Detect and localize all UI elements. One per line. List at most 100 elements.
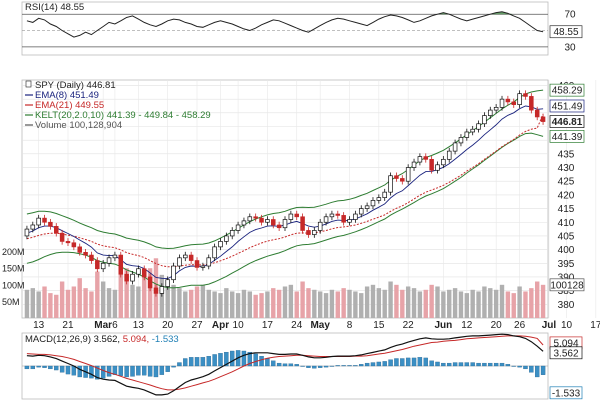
volume-bar (452, 288, 458, 318)
candle-body (382, 191, 387, 198)
macd-histogram-bar (458, 362, 464, 367)
candle-body (317, 221, 323, 231)
volume-bar (224, 288, 229, 318)
macd-label-part: 5.094, (120, 334, 149, 345)
candle-body (517, 93, 522, 105)
volume-bar (417, 291, 423, 318)
macd-signal-line (26, 335, 544, 391)
candle-body (153, 287, 159, 294)
candle-body (36, 217, 41, 226)
macd-histogram-bar (359, 364, 364, 367)
candle-body (493, 107, 499, 111)
volume-bar (106, 288, 112, 318)
candle-body (294, 213, 299, 218)
volume-bar (130, 284, 135, 318)
volume-bar (341, 288, 346, 318)
candle-body (529, 96, 534, 111)
macd-histogram-bar (411, 357, 417, 367)
macd-histogram-bar (523, 365, 528, 370)
macd-histogram-bar (417, 357, 423, 367)
volume-bar (282, 286, 288, 318)
x-tick-label: 21 (62, 320, 74, 331)
candle-body (259, 217, 264, 223)
volume-bar (95, 271, 100, 318)
candle-body (48, 221, 53, 227)
volume-bar (470, 289, 475, 318)
volume-bar (265, 291, 270, 318)
x-tick-label: Mar (94, 320, 112, 331)
candle-body (347, 219, 352, 223)
candle-body (83, 251, 88, 256)
macd-histogram-bar (183, 358, 188, 367)
macd-legend: MACD(12,26,9) 3.562, 5.094, -1.533 (25, 334, 179, 345)
price-tick-label: 420 (558, 190, 575, 201)
candle-body (488, 109, 493, 116)
macd-histogram-bar (165, 365, 170, 372)
volume-bar (100, 281, 106, 318)
price-tick-label: 405 (558, 231, 575, 242)
x-tick-label: 17 (590, 320, 600, 331)
candle-body (30, 224, 36, 230)
volume-bar (441, 291, 446, 318)
macd-histogram-bar (177, 362, 182, 367)
volume-bar (171, 284, 176, 318)
candle-body (423, 156, 429, 160)
volume-bar (423, 289, 428, 318)
candle-body (271, 219, 276, 226)
candle-body (476, 123, 481, 130)
price-tick-label: 380 (558, 300, 575, 311)
volume-bar (112, 289, 118, 318)
candle-body (112, 254, 118, 259)
volume-bar (241, 289, 247, 318)
x-tick-label: 15 (373, 320, 385, 331)
volume-bar (317, 291, 323, 318)
x-tick-label: 26 (514, 320, 526, 331)
keltner-lower-line (26, 132, 544, 289)
macd-histogram-bar (30, 365, 36, 370)
volume-bar (511, 293, 516, 318)
macd-histogram-bar (452, 362, 458, 367)
candle-body (435, 164, 440, 171)
volume-bar (306, 288, 311, 318)
candle-body (323, 216, 329, 223)
volume-bar (71, 286, 77, 318)
legend-entry: EMA(8) 451.49 (35, 90, 99, 101)
candle-body (241, 220, 247, 226)
macd-histogram-bar (200, 357, 206, 367)
macd-histogram-bar (400, 358, 405, 367)
macd-panel: MACD(12,26,9) 3.562, 5.094, -1.533 5.094… (21, 332, 583, 400)
candle-body (224, 235, 229, 242)
volume-bar (48, 293, 53, 318)
candle-body (288, 213, 294, 220)
rsi-value-box (549, 25, 583, 39)
macd-value-label: -1.533 (552, 388, 581, 399)
macd-histogram-bar (112, 365, 118, 375)
volume-bar (65, 289, 71, 318)
macd-histogram-bar (153, 365, 159, 378)
price-tick-label: 395 (558, 259, 575, 270)
macd-histogram-bar (48, 365, 53, 370)
macd-histogram-bar (529, 365, 534, 373)
volume-bar (329, 289, 335, 318)
volume-bar (271, 288, 276, 318)
candle-body (523, 93, 528, 97)
candle-body (106, 257, 112, 264)
price-value-box (549, 130, 585, 143)
legend-swatch (25, 80, 32, 88)
macd-histogram-bar (306, 365, 311, 368)
macd-histogram-bar (511, 365, 516, 367)
volume-bar (505, 291, 511, 318)
x-tick-label: 27 (191, 320, 203, 331)
x-tick-label: 17 (262, 320, 274, 331)
macd-histogram-bar (118, 365, 123, 376)
volume-bar (447, 289, 452, 318)
macd-histogram-bar (353, 365, 358, 367)
volume-bar (183, 291, 188, 318)
candle-body (534, 109, 540, 118)
volume-bar (376, 288, 382, 318)
macd-histogram-bar (77, 365, 82, 378)
macd-histogram-bar (288, 363, 294, 367)
macd-histogram-bar (59, 365, 65, 373)
